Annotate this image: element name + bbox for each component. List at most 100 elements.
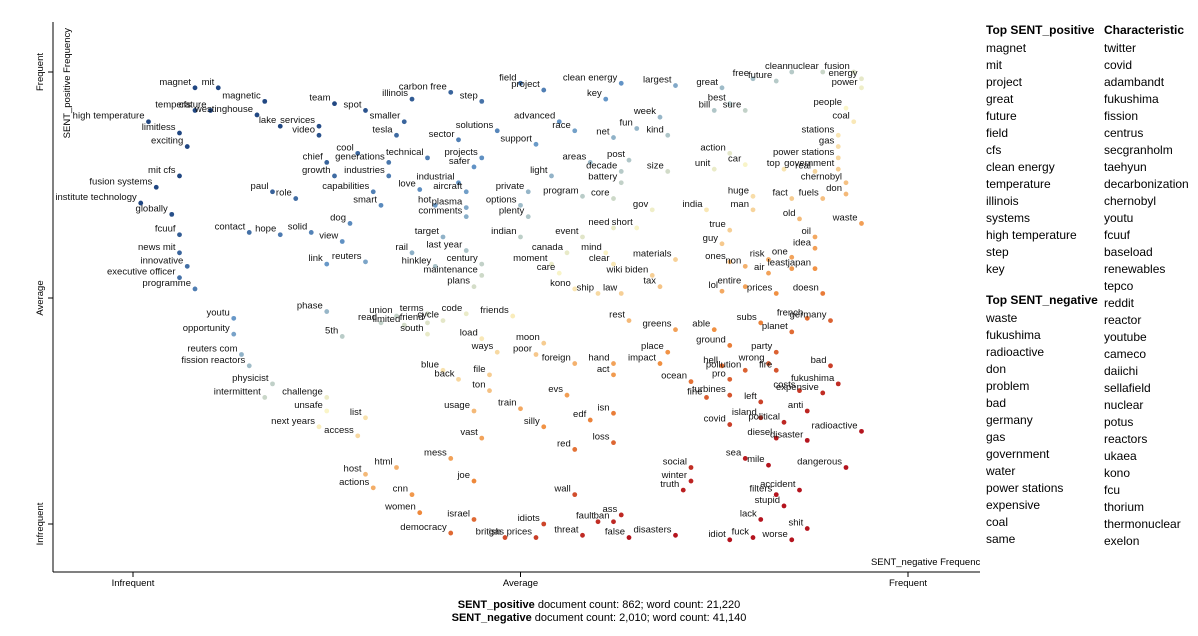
term-label[interactable]: fire [759,359,772,370]
term-point[interactable] [262,98,268,104]
term-point[interactable] [417,510,423,516]
term-point[interactable] [711,327,717,333]
term-point[interactable] [270,189,275,195]
term-label[interactable]: disaster [770,429,803,440]
term-point[interactable] [572,361,578,366]
term-point[interactable] [556,270,562,276]
term-label[interactable]: stations [802,124,835,135]
term-label[interactable]: spot [344,99,362,110]
term-label[interactable]: expensive [776,382,819,393]
term-point[interactable] [773,291,779,296]
term-point[interactable] [797,487,802,493]
characteristic-item[interactable]: nuclear [1104,398,1144,412]
term-label[interactable]: subs [737,312,757,323]
term-label[interactable]: one [772,246,788,257]
term-label[interactable]: entire [717,276,741,287]
term-label[interactable]: wall [553,484,570,495]
term-point[interactable] [138,200,144,206]
term-point[interactable] [587,160,593,165]
term-label[interactable]: party [751,341,772,352]
term-label[interactable]: tax [643,276,656,287]
term-label[interactable]: real [795,160,811,171]
term-label[interactable]: limitless [142,122,176,133]
term-label[interactable]: oil [801,226,811,237]
term-label[interactable]: terms [400,303,424,314]
term-label[interactable]: british [476,527,501,538]
term-point[interactable] [378,320,384,326]
term-label[interactable]: worse [761,529,787,540]
term-point[interactable] [456,180,461,186]
term-point[interactable] [750,207,756,213]
term-label[interactable]: disasters [633,524,671,535]
term-label[interactable]: government [784,158,835,169]
term-label[interactable]: hope [255,224,276,235]
term-label[interactable]: least [768,258,788,269]
term-point[interactable] [843,105,849,111]
term-label[interactable]: paul [251,181,269,192]
term-label[interactable]: magnetic [222,90,261,101]
term-point[interactable] [580,234,585,240]
term-label[interactable]: post [607,149,625,160]
characteristic-item[interactable]: reddit [1104,296,1135,310]
term-point[interactable] [463,214,469,220]
term-point[interactable] [727,150,733,156]
term-point[interactable] [471,284,477,290]
top-positive-item[interactable]: magnet [986,41,1027,55]
term-point[interactable] [665,132,671,138]
term-point[interactable] [742,456,748,461]
term-point[interactable] [727,537,733,543]
top-negative-item[interactable]: gas [986,430,1006,444]
term-label[interactable]: view [319,231,338,242]
term-point[interactable] [471,478,477,484]
term-point[interactable] [471,408,477,414]
term-point[interactable] [192,108,198,113]
term-point[interactable] [812,266,818,272]
term-label[interactable]: sea [726,447,742,458]
term-label[interactable]: fun [620,118,633,129]
term-point[interactable] [611,519,616,525]
term-label[interactable]: step [460,90,478,101]
term-label[interactable]: germany [790,310,827,321]
term-point[interactable] [324,408,330,414]
term-point[interactable] [463,311,469,317]
term-point[interactable] [324,261,330,267]
term-label[interactable]: fusion [824,61,849,72]
term-point[interactable] [215,85,221,91]
term-point[interactable] [541,424,547,430]
term-label[interactable]: radioactive [812,420,858,431]
top-positive-item[interactable]: project [986,75,1023,89]
term-label[interactable]: dog [330,212,346,223]
term-label[interactable]: maintenance [423,264,477,275]
term-label[interactable]: cool [336,142,353,153]
term-point[interactable] [277,123,283,129]
term-label[interactable]: costs [773,380,795,391]
term-label[interactable]: greens [642,319,671,330]
term-label[interactable]: future [748,70,772,81]
term-label[interactable]: gas prices [489,527,533,538]
term-label[interactable]: power [832,77,858,88]
term-label[interactable]: able [692,319,710,330]
term-point[interactable] [797,388,802,394]
term-point[interactable] [440,367,446,373]
term-label[interactable]: car [728,154,741,165]
term-label[interactable]: great [696,77,718,88]
term-point[interactable] [758,517,764,522]
term-point[interactable] [843,191,849,197]
term-label[interactable]: code [442,303,463,314]
term-label[interactable]: covid [704,414,726,425]
term-label[interactable]: people [813,97,842,108]
term-point[interactable] [394,465,399,470]
term-label[interactable]: anti [788,400,803,411]
term-label[interactable]: event [555,226,579,237]
term-point[interactable] [727,376,733,382]
term-point[interactable] [409,96,415,102]
term-label[interactable]: women [384,502,416,513]
top-negative-item[interactable]: same [986,532,1016,546]
term-point[interactable] [859,76,864,82]
characteristic-item[interactable]: baseload [1104,245,1153,259]
term-label[interactable]: opportunity [183,323,230,334]
term-label[interactable]: evs [548,384,563,395]
top-positive-item[interactable]: high temperature [986,228,1077,242]
term-label[interactable]: gov [633,199,649,210]
term-point[interactable] [440,318,446,323]
